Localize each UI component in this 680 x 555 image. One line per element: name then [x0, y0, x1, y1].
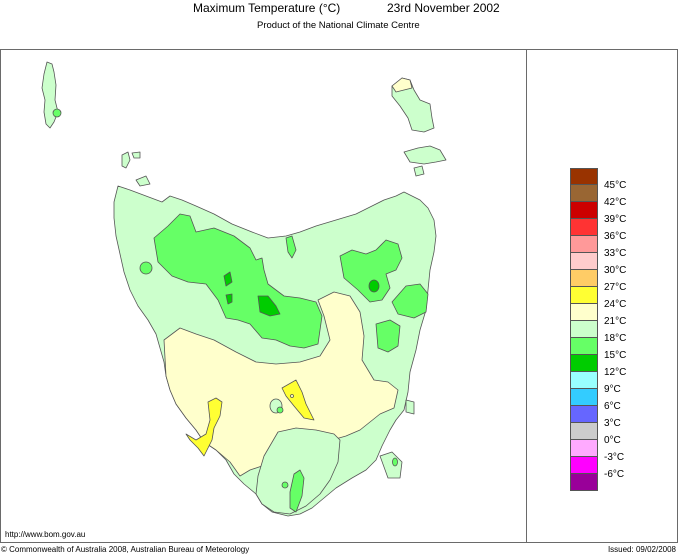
legend-swatch: [570, 389, 598, 406]
legend-swatch: [570, 457, 598, 474]
legend-label: 12°C: [604, 367, 627, 378]
legend-swatch: [570, 423, 598, 440]
issued-date: Issued: 09/02/2008: [607, 545, 676, 554]
legend-divider: [526, 49, 527, 543]
legend-label: 15°C: [604, 350, 627, 361]
legend-swatch: [570, 287, 598, 304]
legend-label: 30°C: [604, 265, 627, 276]
legend-swatch: [570, 219, 598, 236]
legend-label: 39°C: [604, 214, 627, 225]
legend-label: 24°C: [604, 299, 627, 310]
legend-label: 42°C: [604, 197, 627, 208]
legend-swatch: [570, 372, 598, 389]
map-subtitle: Product of the National Climate Centre: [257, 20, 420, 31]
band-24-27-a: [281, 379, 315, 421]
map-frame: [0, 49, 678, 543]
legend-swatch: [570, 270, 598, 287]
legend-label: 9°C: [604, 384, 621, 395]
legend-label: 3°C: [604, 418, 621, 429]
legend-label: 18°C: [604, 333, 627, 344]
band-15-18-central: [153, 213, 323, 349]
legend-label: 21°C: [604, 316, 627, 327]
legend-label: -3°C: [604, 452, 625, 463]
copyright-text: © Commonwealth of Australia 2008, Austra…: [1, 545, 250, 554]
cape-barren-island: [403, 145, 447, 165]
legend-label: 36°C: [604, 231, 627, 242]
legend-label: 6°C: [604, 401, 621, 412]
legend-swatch: [570, 202, 598, 219]
legend-label: 33°C: [604, 248, 627, 259]
legend-swatch: [570, 474, 598, 491]
band-24-27-b: [185, 397, 223, 457]
legend-swatch: [570, 440, 598, 457]
legend-swatch: [570, 338, 598, 355]
band-21-24: [163, 291, 399, 477]
legend-swatch: [570, 168, 598, 185]
legend-swatch: [570, 236, 598, 253]
legend-swatch: [570, 406, 598, 423]
band-15-18-ne: [339, 239, 403, 303]
king-island: [41, 61, 59, 129]
legend-swatch: [570, 253, 598, 270]
legend-label: -6°C: [604, 469, 625, 480]
legend-label: 0°C: [604, 435, 621, 446]
legend-swatch: [570, 355, 598, 372]
legend-label: 27°C: [604, 282, 627, 293]
legend-swatch: [570, 304, 598, 321]
legend-label: 45°C: [604, 180, 627, 191]
title-variable: Maximum Temperature (°C): [193, 1, 341, 15]
title-date: 23rd November 2002: [387, 1, 500, 15]
legend-swatch: [570, 321, 598, 338]
source-url: http://www.bom.gov.au: [5, 530, 86, 539]
legend-swatch: [570, 185, 598, 202]
